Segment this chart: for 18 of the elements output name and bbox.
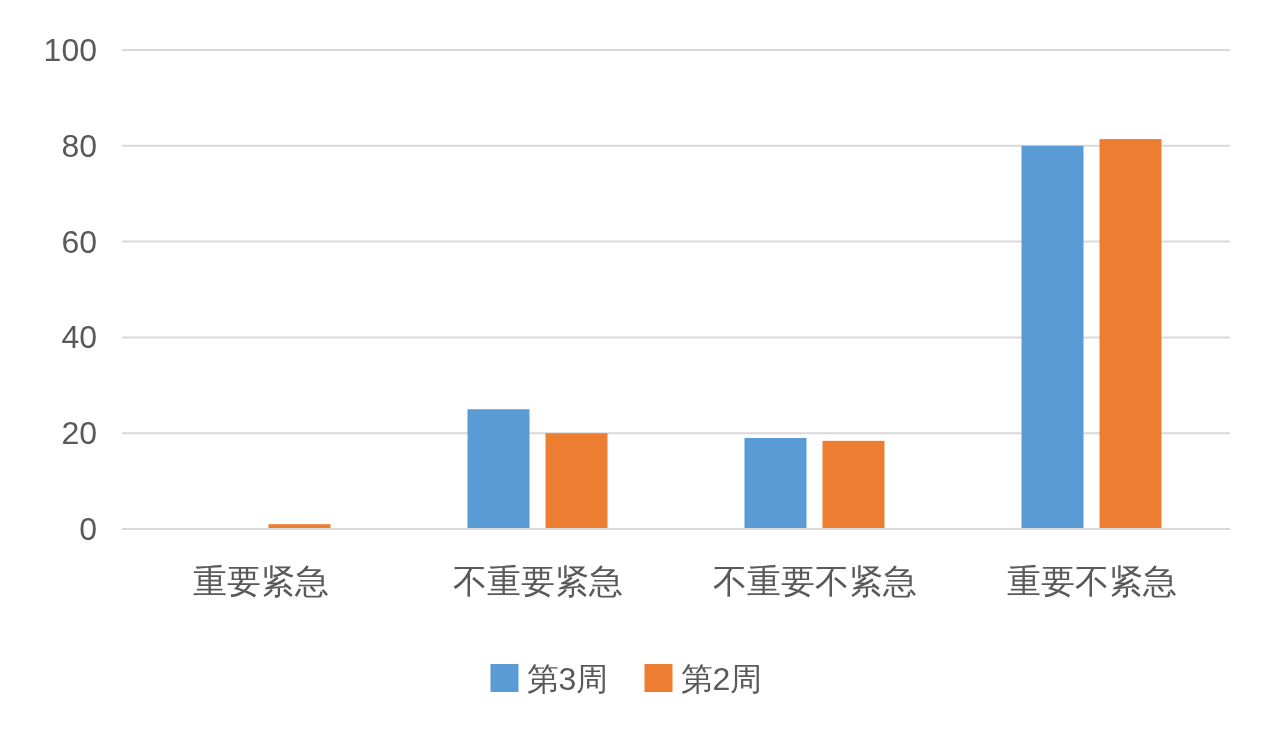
bar xyxy=(467,409,530,529)
y-tick-label: 40 xyxy=(61,319,97,356)
x-tick-label: 不重要紧急 xyxy=(452,562,623,600)
legend-label: 第2周 xyxy=(680,661,763,697)
y-tick-label: 20 xyxy=(61,415,97,452)
bar xyxy=(545,433,608,529)
y-tick-label: 80 xyxy=(61,127,97,164)
x-tick-label: 重要紧急 xyxy=(192,562,329,600)
bar xyxy=(1099,139,1162,529)
x-tick-label: 不重要不紧急 xyxy=(712,562,917,600)
y-tick-label: 60 xyxy=(61,223,97,260)
x-tick-label: 重要不紧急 xyxy=(1006,562,1177,600)
y-tick-label: 100 xyxy=(43,32,97,68)
legend-label: 第3周 xyxy=(526,661,609,697)
bar xyxy=(822,440,885,529)
y-tick-label: 0 xyxy=(79,511,97,547)
bar xyxy=(744,437,807,529)
bar xyxy=(1021,145,1084,529)
